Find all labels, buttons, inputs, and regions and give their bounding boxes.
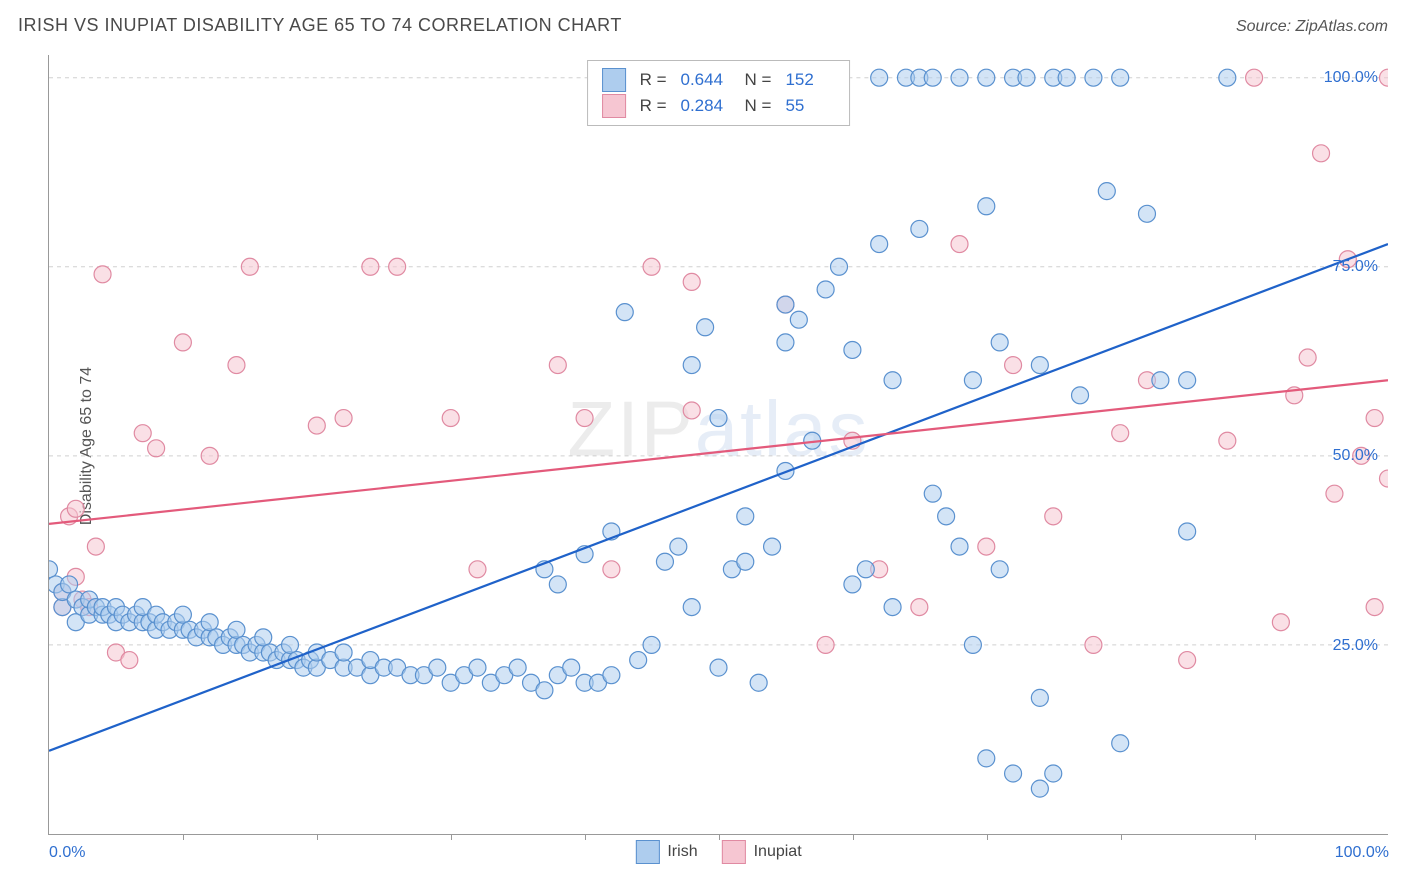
legend-item-irish: Irish xyxy=(635,840,697,864)
legend-swatch-inupiat xyxy=(602,94,626,118)
x-tick-mark xyxy=(451,834,452,840)
legend-item-inupiat: Inupiat xyxy=(722,840,802,864)
legend-swatch-irish xyxy=(635,840,659,864)
legend-swatch-irish xyxy=(602,68,626,92)
r-value: 0.284 xyxy=(681,93,731,119)
y-tick-label: 100.0% xyxy=(1324,69,1378,87)
x-tick-mark xyxy=(987,834,988,840)
legend-stats: R = 0.644 N = 152 R = 0.284 N = 55 xyxy=(587,60,851,126)
n-label: N = xyxy=(745,93,772,119)
source-name: ZipAtlas.com xyxy=(1296,18,1388,35)
x-tick-mark xyxy=(853,834,854,840)
x-tick-label: 0.0% xyxy=(49,844,85,862)
chart-title: IRISH VS INUPIAT DISABILITY AGE 65 TO 74… xyxy=(18,15,622,36)
legend-series: Irish Inupiat xyxy=(635,840,801,864)
plot-area: ZIPatlas R = 0.644 N = 152 R = 0.284 N =… xyxy=(48,55,1388,835)
legend-stats-row: R = 0.284 N = 55 xyxy=(602,93,836,119)
source-prefix: Source: xyxy=(1236,18,1296,35)
legend-stats-row: R = 0.644 N = 152 xyxy=(602,67,836,93)
legend-label: Irish xyxy=(667,843,697,861)
x-tick-mark xyxy=(1255,834,1256,840)
x-tick-mark xyxy=(719,834,720,840)
plot-svg xyxy=(49,55,1388,834)
y-tick-label: 75.0% xyxy=(1333,258,1378,276)
x-tick-mark xyxy=(1121,834,1122,840)
x-tick-mark xyxy=(585,834,586,840)
legend-swatch-inupiat xyxy=(722,840,746,864)
x-tick-mark xyxy=(183,834,184,840)
y-tick-label: 50.0% xyxy=(1333,447,1378,465)
title-bar: IRISH VS INUPIAT DISABILITY AGE 65 TO 74… xyxy=(18,15,1388,36)
r-label: R = xyxy=(640,67,667,93)
legend-label: Inupiat xyxy=(754,843,802,861)
n-label: N = xyxy=(745,67,772,93)
r-value: 0.644 xyxy=(681,67,731,93)
y-tick-label: 25.0% xyxy=(1333,637,1378,655)
x-tick-label: 100.0% xyxy=(1335,844,1389,862)
chart-container: IRISH VS INUPIAT DISABILITY AGE 65 TO 74… xyxy=(0,0,1406,892)
n-value: 152 xyxy=(785,67,835,93)
source-credit: Source: ZipAtlas.com xyxy=(1236,18,1388,36)
n-value: 55 xyxy=(785,93,835,119)
x-tick-mark xyxy=(317,834,318,840)
r-label: R = xyxy=(640,93,667,119)
